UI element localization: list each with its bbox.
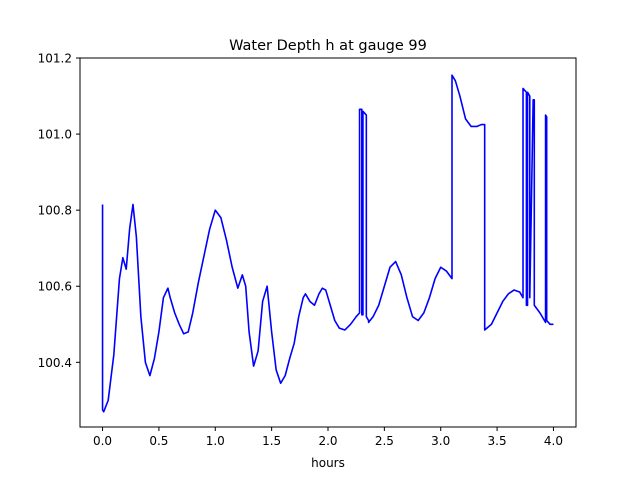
plot-frame [79,57,577,428]
x-tick-label: 1.5 [262,434,281,448]
y-tick-label: 101.2 [38,52,72,66]
y-tick-label: 100.6 [38,280,72,294]
x-tick-label: 0.5 [149,434,168,448]
y-axis-ticks: 100.4 100.6 100.8 101.0 101.2 [38,52,80,370]
x-tick-label: 3.0 [431,434,450,448]
x-tick-label: 2.5 [375,434,394,448]
x-tick-label: 3.5 [488,434,507,448]
x-axis-ticks: 0.0 0.5 1.0 1.5 2.0 2.5 3.0 3.5 4.0 [93,427,563,448]
y-tick-label: 101.0 [38,128,72,142]
x-tick-label: 2.0 [318,434,337,448]
x-tick-label: 1.0 [206,434,225,448]
y-tick-label: 100.4 [38,356,72,370]
x-tick-label: 0.0 [93,434,112,448]
x-tick-label: 4.0 [544,434,563,448]
y-tick-label: 100.8 [38,204,72,218]
x-axis-label: hours [311,456,345,470]
series-layer [101,74,554,413]
chart-title: Water Depth h at gauge 99 [229,38,427,54]
series-line [101,74,554,413]
